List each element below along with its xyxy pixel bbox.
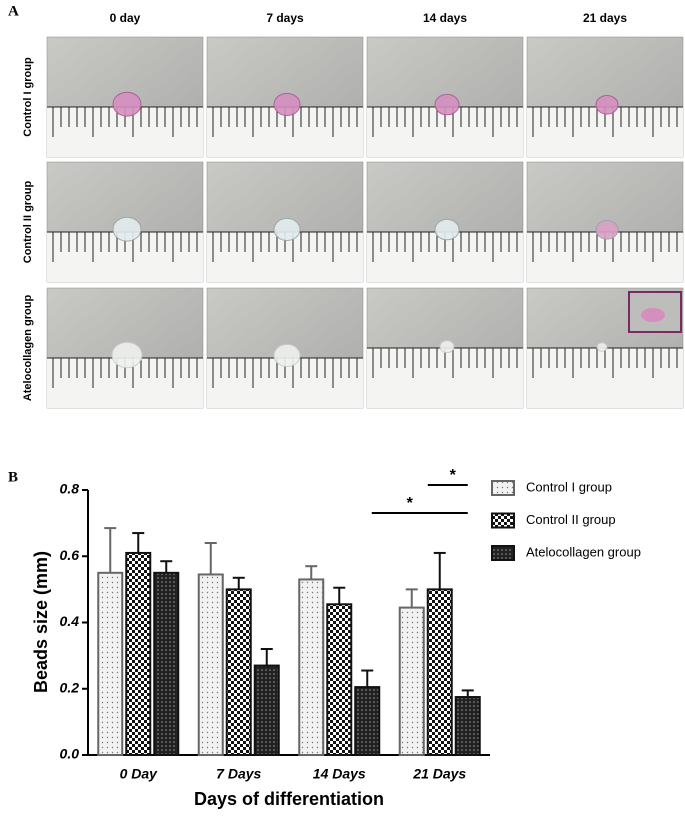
row-label: Control I group	[22, 57, 34, 137]
bar	[454, 696, 481, 756]
row-label: Atelocollagen group	[22, 295, 34, 402]
column-label: 14 days	[423, 11, 467, 25]
x-tick-label: 7 Days	[216, 766, 261, 782]
bead	[273, 92, 301, 116]
column-label: 21 days	[583, 11, 627, 25]
y-axis-label: Beads size (mm)	[31, 551, 51, 693]
y-tick-label: 0.8	[60, 481, 80, 497]
bar	[197, 573, 224, 756]
y-tick-label: 0.6	[60, 547, 80, 563]
legend-label: Control I group	[526, 479, 612, 494]
bead	[273, 217, 301, 241]
legend-label: Control II group	[526, 512, 616, 527]
y-tick-label: 0.4	[60, 613, 80, 629]
significance-label: *	[450, 467, 457, 484]
bar	[426, 588, 453, 756]
bead	[596, 342, 608, 352]
bar	[225, 588, 252, 756]
legend-label: Atelocollagen group	[526, 544, 641, 559]
bar	[125, 551, 152, 756]
column-label: 0 day	[110, 11, 141, 25]
panel-label: B	[8, 469, 18, 485]
x-tick-label: 21 Days	[412, 766, 466, 782]
bar	[298, 578, 325, 756]
bar	[326, 603, 353, 756]
photo-grid: 0 day 7 days 14 days 21 days Control I group…	[22, 11, 684, 409]
bead	[273, 343, 301, 367]
bead	[111, 341, 143, 369]
legend-swatch	[491, 545, 515, 561]
bar	[97, 571, 124, 756]
row-label: Control II group	[22, 180, 34, 263]
bar	[354, 686, 381, 756]
legend-swatch	[491, 480, 515, 496]
significance-label: *	[407, 495, 414, 512]
y-tick-label: 0.2	[60, 679, 80, 695]
x-tick-label: 14 Days	[313, 766, 366, 782]
bar	[253, 664, 280, 756]
legend-swatch	[491, 512, 515, 529]
bead	[595, 94, 619, 115]
bead	[112, 91, 142, 117]
panel-label: A	[8, 3, 19, 19]
x-axis-label: Days of differentiation	[194, 789, 384, 809]
bar	[398, 606, 425, 756]
y-tick-label: 0.0	[60, 746, 80, 762]
bead	[434, 93, 460, 116]
bead	[439, 340, 455, 354]
bead	[595, 219, 619, 240]
inset-bead	[641, 308, 665, 322]
bead	[112, 216, 142, 242]
column-label: 7 days	[266, 11, 304, 25]
x-tick-label: 0 Day	[120, 766, 159, 782]
bead	[434, 218, 460, 241]
bar-chart: 0.0 0.2 0.4 0.6 0.8 Beads size (mm) Days of di…	[31, 467, 641, 809]
bar	[153, 571, 180, 756]
